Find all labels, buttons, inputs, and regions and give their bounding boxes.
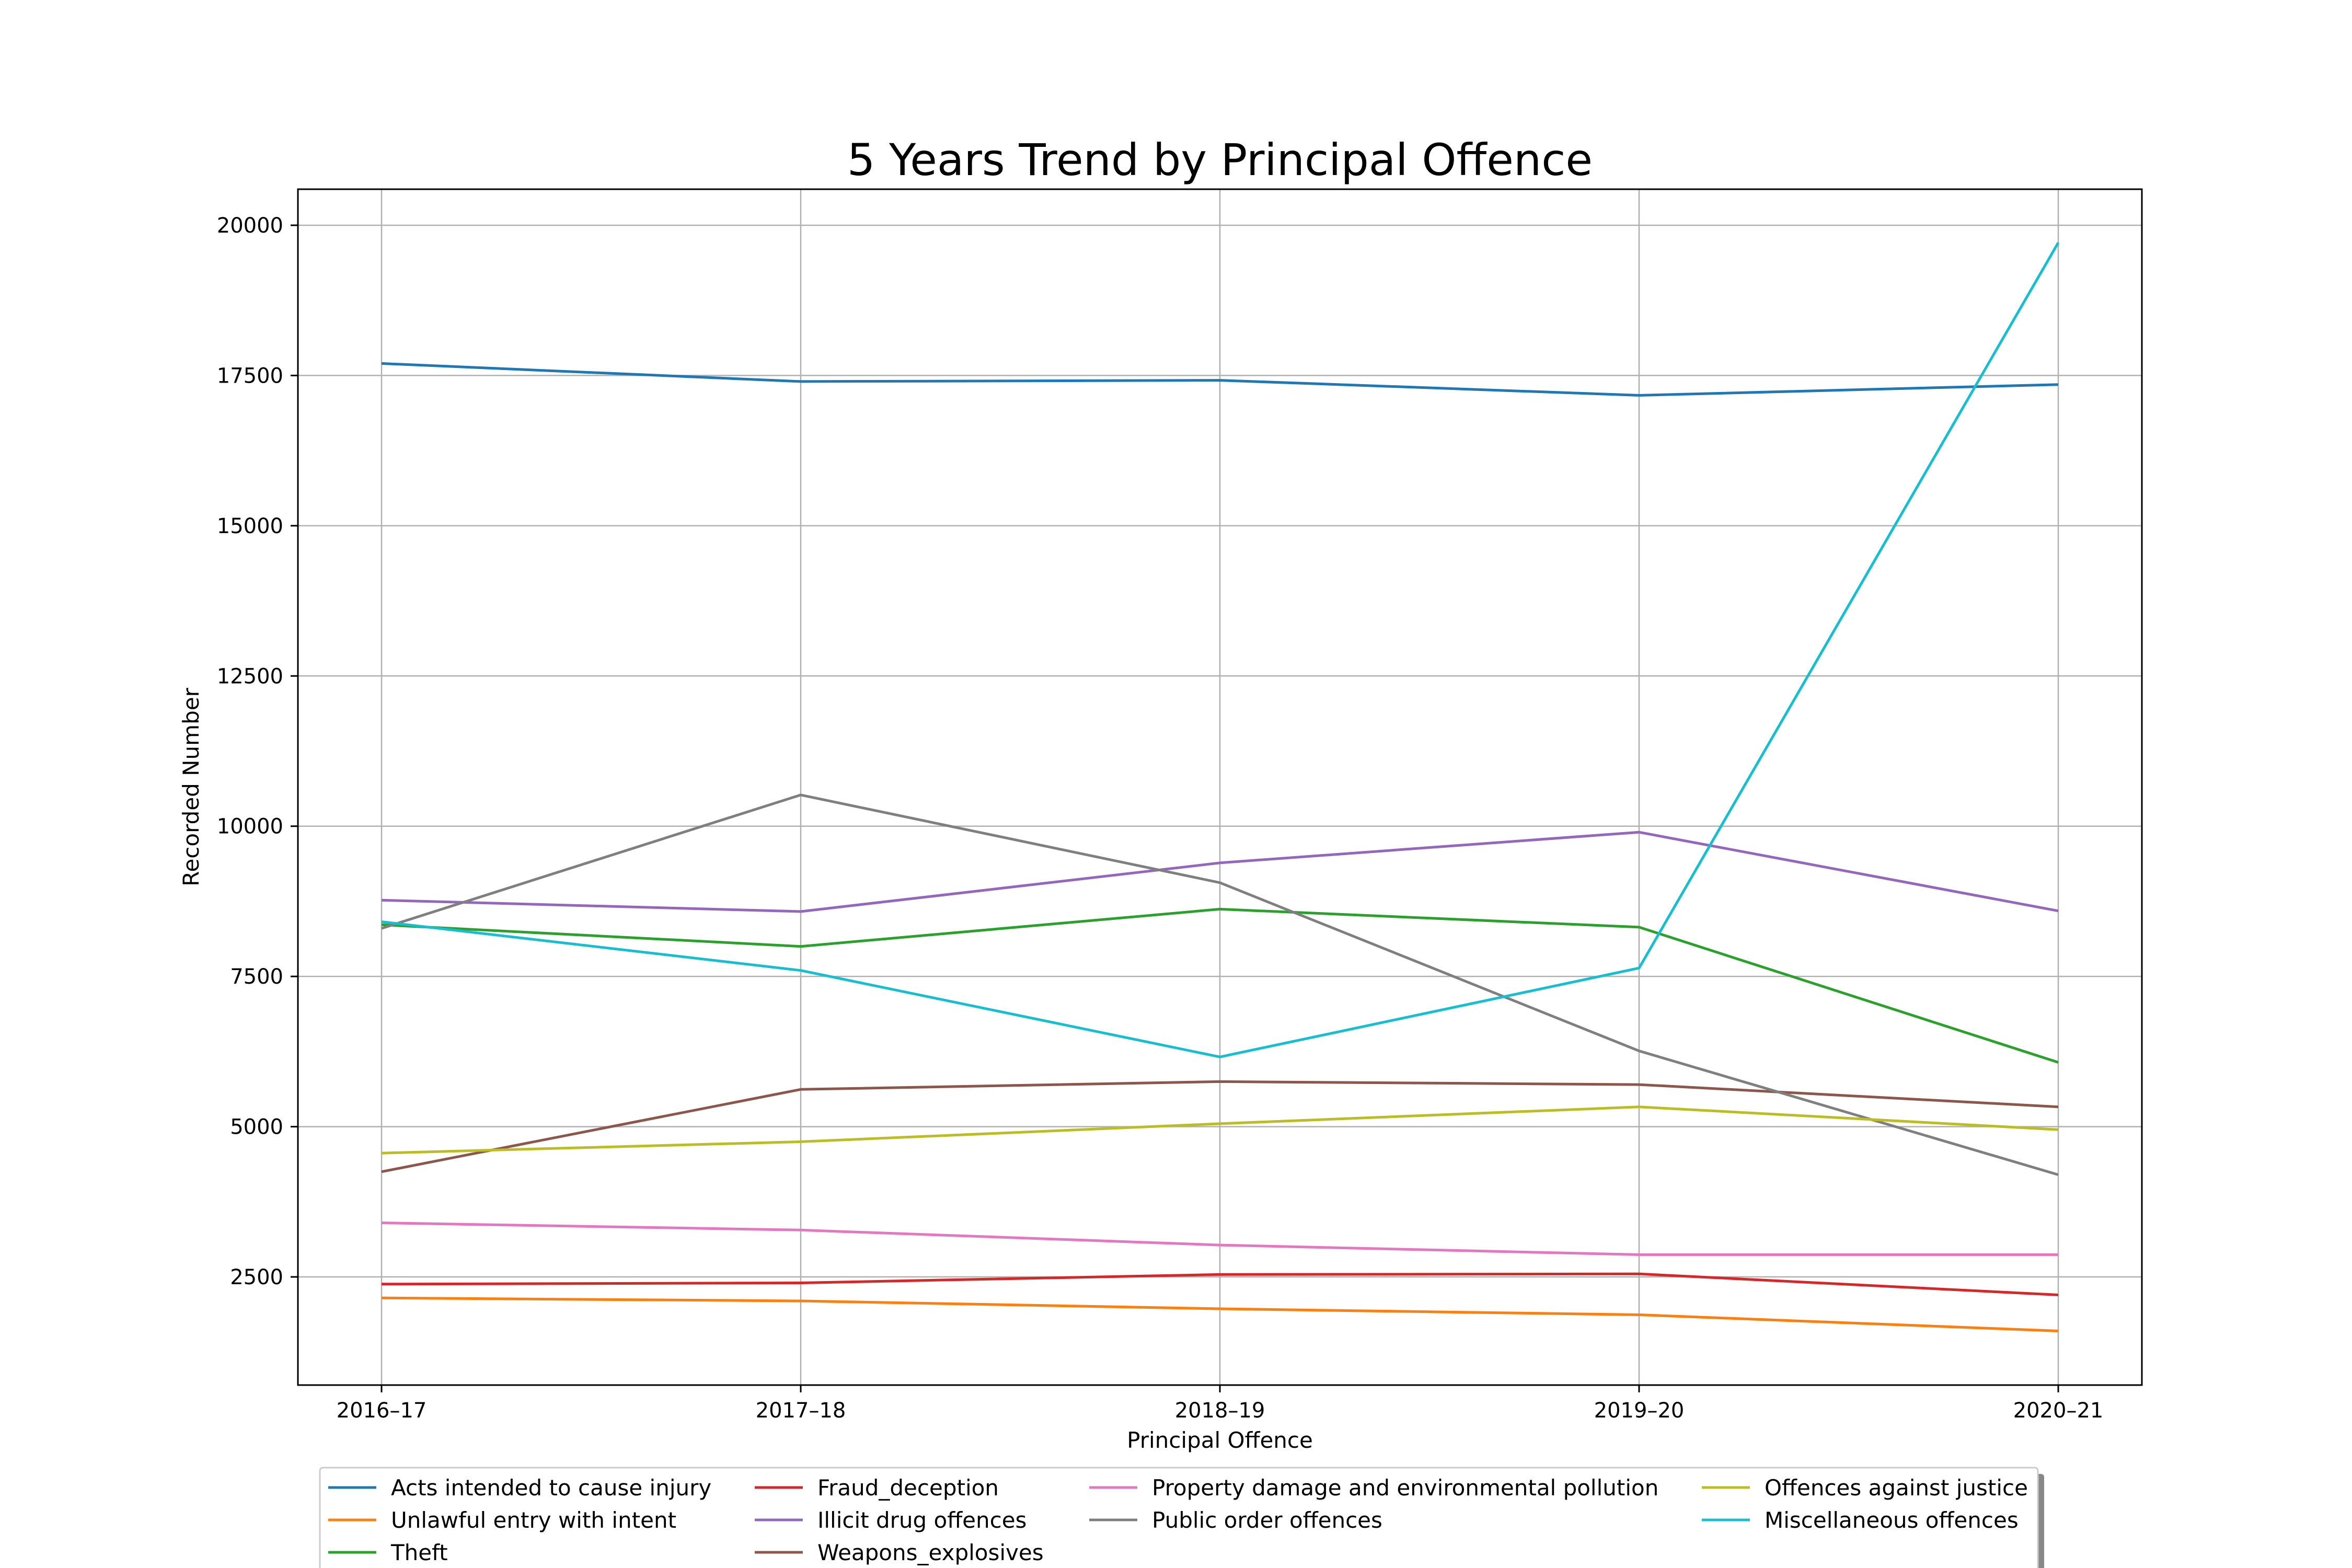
y-tick-label: 2500	[230, 1265, 283, 1289]
y-tick-label: 17500	[217, 364, 283, 388]
legend-label: Theft	[390, 1540, 448, 1565]
legend-label: Illicit drug offences	[817, 1507, 1027, 1533]
x-axis: 2016–17 2017–18 2018–19 2019–20 2020–21	[337, 1385, 2104, 1423]
series-line	[381, 831, 2059, 913]
legend-box	[319, 1467, 2039, 1568]
legend-label: Offences against justice	[1765, 1475, 2028, 1501]
y-tick-label: 20000	[217, 214, 283, 238]
legend-items: Acts intended to cause injury Unlawful en…	[328, 1475, 2028, 1565]
x-tick-label: 2018–19	[1175, 1399, 1265, 1423]
y-tick-label: 10000	[217, 815, 283, 839]
series-line	[381, 1105, 2059, 1155]
series-line	[381, 793, 2059, 1176]
y-tick-label: 5000	[230, 1115, 283, 1139]
x-tick-label: 2017–18	[756, 1399, 846, 1423]
legend: Acts intended to cause injury Unlawful en…	[319, 1467, 2044, 1568]
legend-label: Property damage and environmental pollut…	[1152, 1475, 1658, 1501]
series-line	[381, 242, 2060, 1058]
legend-label: Public order offences	[1152, 1507, 1382, 1533]
legend-label: Miscellaneous offences	[1765, 1507, 2019, 1533]
series-line	[381, 907, 2059, 1064]
y-tick-label: 7500	[230, 965, 283, 989]
legend-label: Fraud_deception	[817, 1475, 999, 1501]
series-line	[381, 1272, 2059, 1296]
series-line	[381, 1296, 2059, 1332]
x-axis-label: Principal Offence	[1127, 1427, 1313, 1453]
legend-label: Unlawful entry with intent	[391, 1507, 676, 1533]
series-lines	[381, 242, 2060, 1332]
series-line	[381, 362, 2059, 397]
y-axis-label: Recorded Number	[178, 687, 204, 886]
grid-lines	[298, 189, 2142, 1385]
y-axis: 2500 5000 7500 10000 12500 15000 17500 20000	[217, 214, 298, 1289]
y-tick-label: 12500	[217, 664, 283, 688]
series-line	[381, 1221, 2058, 1256]
legend-label: Acts intended to cause injury	[391, 1475, 711, 1501]
legend-label: Weapons_explosives	[817, 1540, 1044, 1565]
x-tick-label: 2020–21	[2013, 1399, 2104, 1423]
x-tick-label: 2016–17	[337, 1399, 427, 1423]
x-tick-label: 2019–20	[1594, 1399, 1685, 1423]
chart-title: 5 Years Trend by Principal Offence	[847, 134, 1593, 186]
y-tick-label: 15000	[217, 514, 283, 538]
